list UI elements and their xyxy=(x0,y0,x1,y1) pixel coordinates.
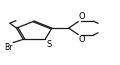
Text: O: O xyxy=(79,12,86,21)
Text: O: O xyxy=(79,35,86,44)
Text: Br: Br xyxy=(4,43,12,52)
Text: S: S xyxy=(47,40,52,49)
